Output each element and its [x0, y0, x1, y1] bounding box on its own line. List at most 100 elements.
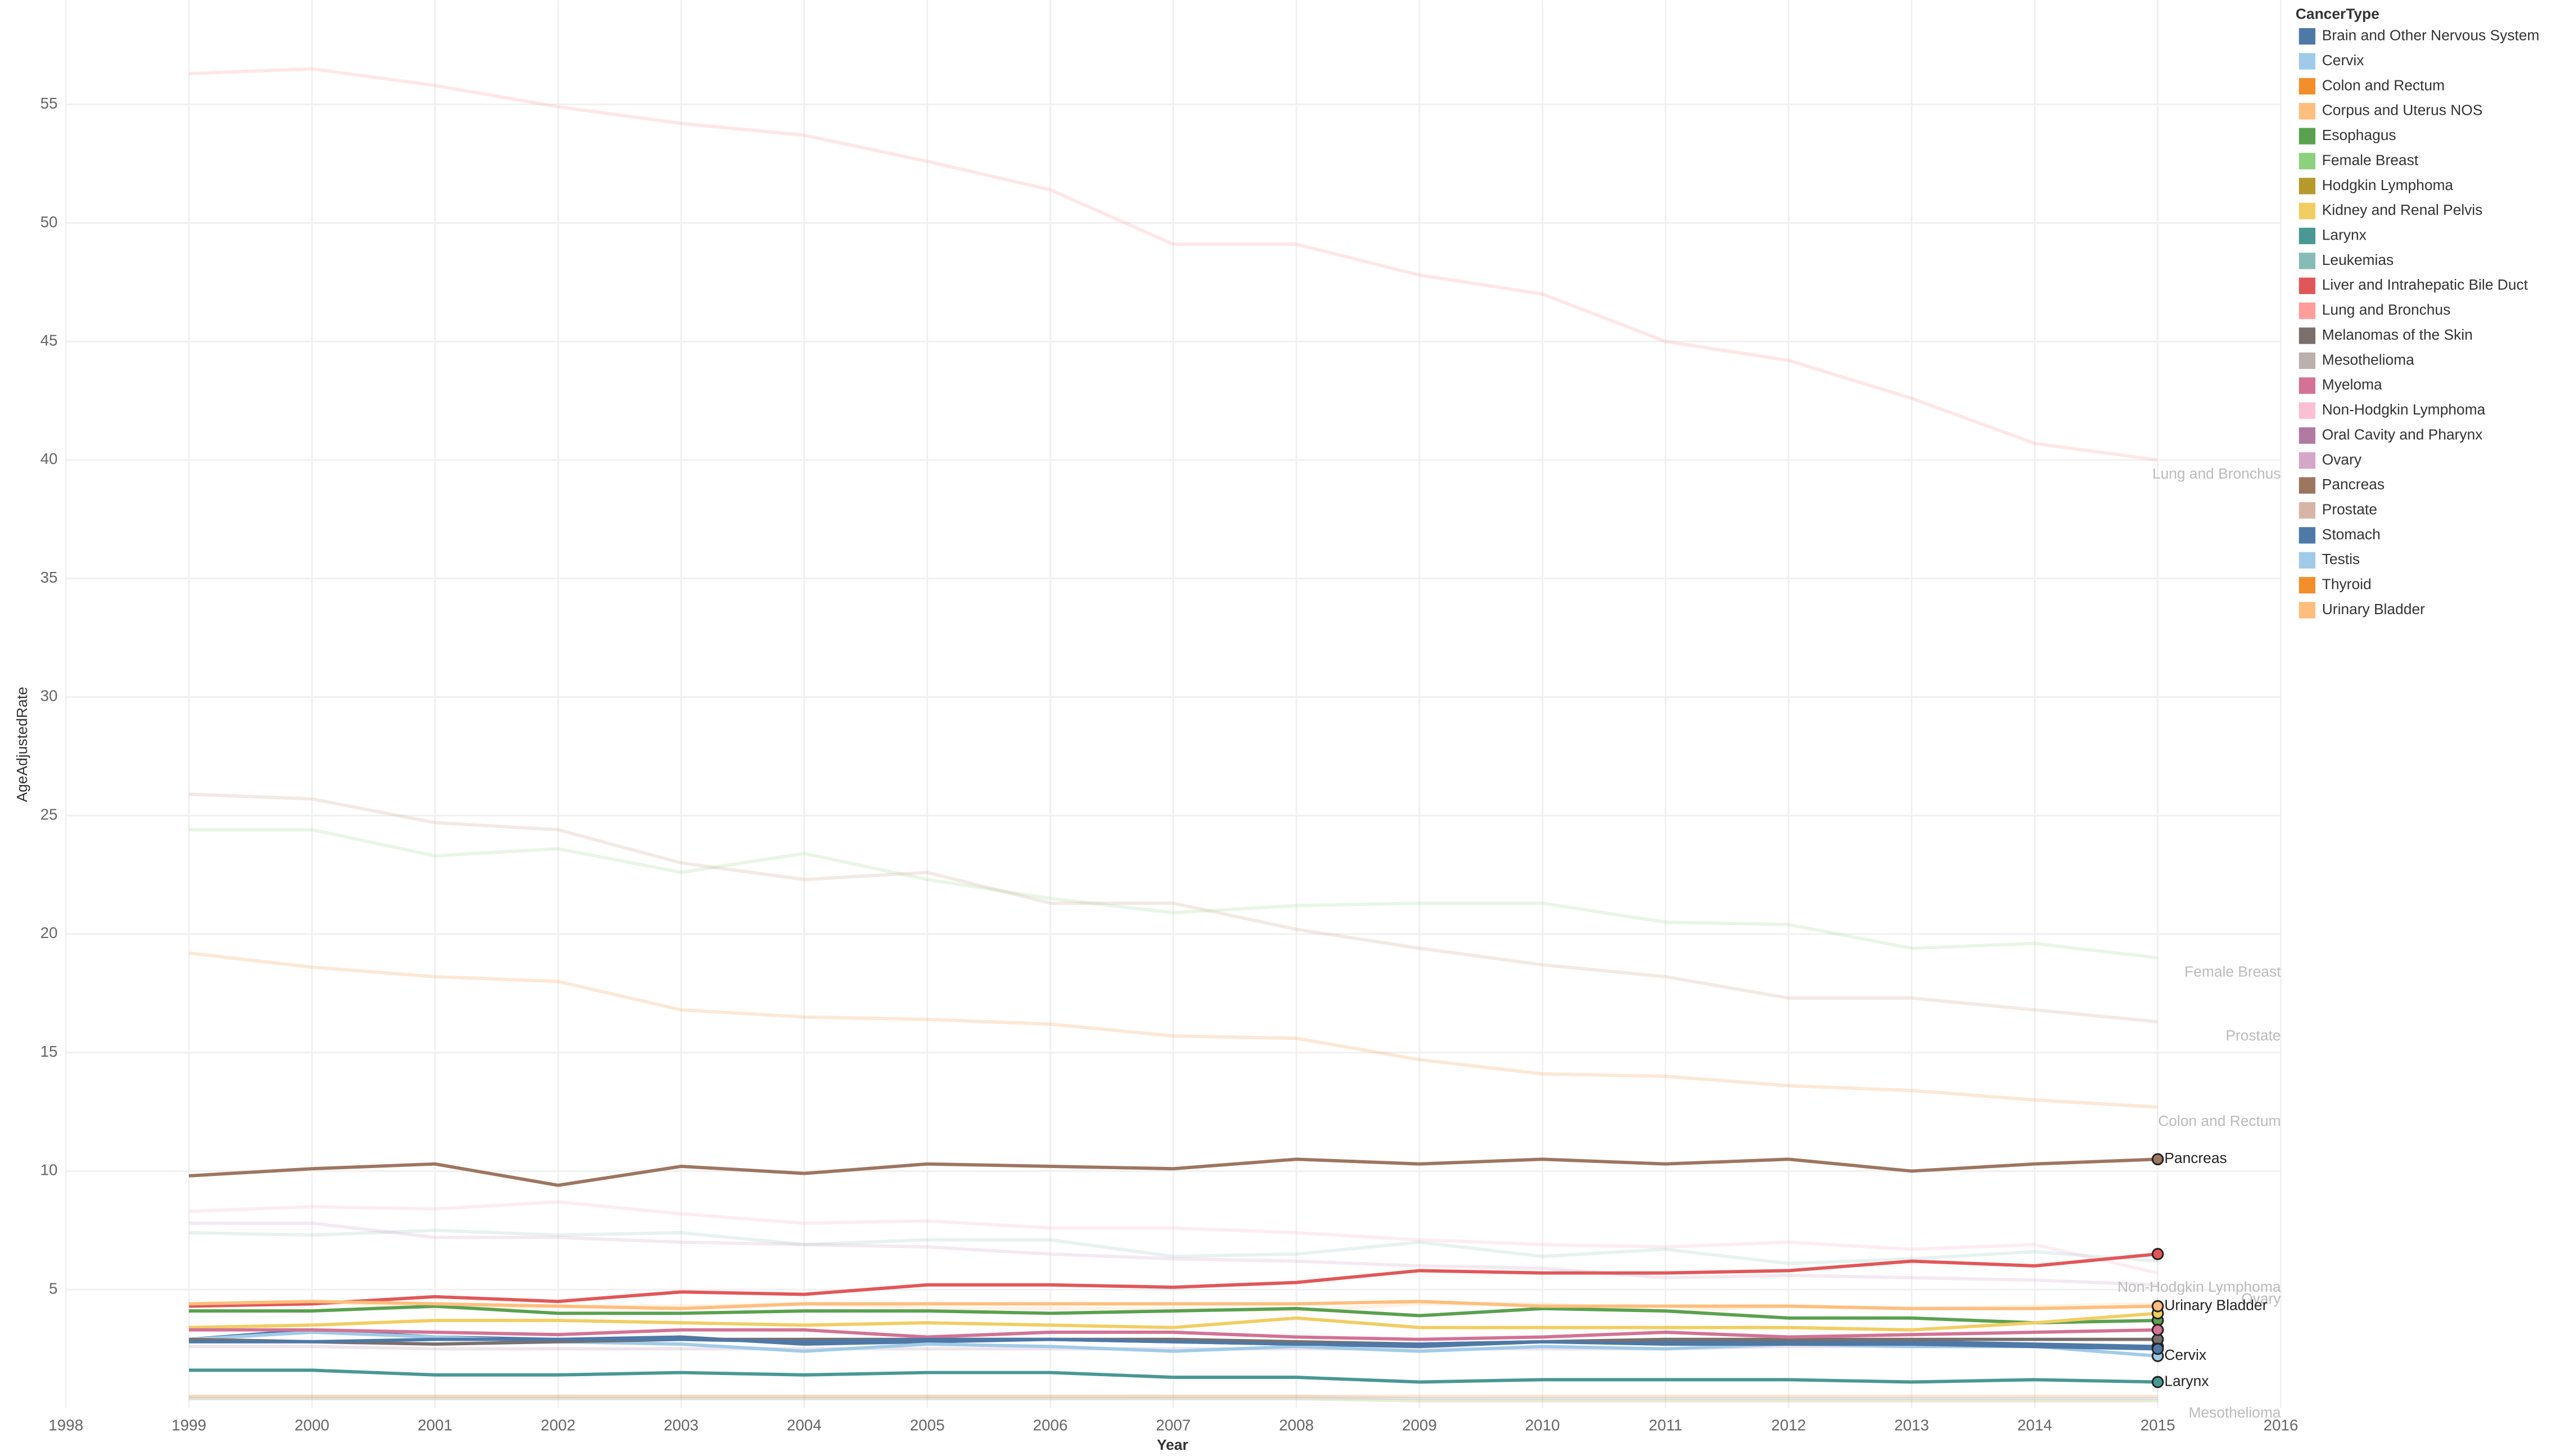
series-line	[188, 1252, 2158, 1308]
series-line	[188, 1337, 2158, 1351]
legend-label: Hodgkin Lymphoma	[2322, 177, 2454, 193]
end-label: Non-Hodgkin Lymphoma	[2117, 1278, 2281, 1295]
legend-label: Esophagus	[2322, 127, 2396, 143]
series-line	[188, 1300, 2158, 1310]
legend-swatch	[2298, 28, 2316, 45]
legend-label: Corpus and Uterus NOS	[2322, 102, 2483, 119]
legend-label: Urinary Bladder	[2322, 601, 2425, 617]
legend-swatch	[2298, 452, 2316, 469]
y-tick-label: 25	[40, 805, 58, 823]
x-tick-label: 2005	[910, 1416, 945, 1434]
series-line	[188, 1228, 2158, 1265]
y-axis-title: AgeAdjustedRate	[13, 687, 30, 802]
legend-label: Prostate	[2322, 501, 2377, 517]
legend-swatch	[2298, 527, 2316, 544]
series-line	[188, 1337, 2158, 1346]
y-tick-label: 15	[40, 1043, 58, 1060]
end-label: Cervix	[2164, 1346, 2206, 1363]
x-tick-label: 2012	[1771, 1416, 1806, 1434]
x-tick-label: 2003	[664, 1416, 698, 1434]
series-line	[188, 1157, 2158, 1187]
legend-swatch	[2298, 427, 2316, 444]
legend-swatch	[2298, 477, 2316, 494]
legend-title: CancerType	[2296, 6, 2379, 22]
legend-swatch	[2298, 352, 2316, 369]
end-label: Larynx	[2164, 1372, 2209, 1389]
legend-swatch	[2298, 552, 2316, 569]
end-marker	[2151, 1248, 2164, 1260]
y-tick-label: 30	[40, 687, 58, 705]
legend-swatch	[2298, 103, 2316, 120]
end-label: Ovary	[2241, 1290, 2281, 1307]
legend-label: Testis	[2322, 551, 2360, 567]
legend-swatch	[2298, 302, 2316, 319]
legend-swatch	[2298, 227, 2316, 245]
series-line	[188, 792, 2158, 1024]
x-tick-label: 2002	[540, 1416, 575, 1434]
end-label: Lung and Bronchus	[2152, 465, 2281, 482]
x-tick-label: 2004	[787, 1416, 822, 1434]
x-tick-label: 2001	[418, 1416, 453, 1434]
end-label: Urinary Bladder	[2164, 1297, 2267, 1314]
legend-label: Lung and Bronchus	[2322, 301, 2451, 318]
legend-swatch	[2298, 53, 2316, 70]
legend-swatch	[2298, 402, 2316, 419]
end-label: Colon and Rectum	[2158, 1112, 2280, 1129]
y-tick-label: 20	[40, 924, 58, 941]
legend-label: Pancreas	[2322, 476, 2385, 493]
legend-swatch	[2298, 327, 2316, 344]
x-tick-label: 2011	[1649, 1416, 1683, 1434]
legend-label: Non-Hodgkin Lymphoma	[2322, 401, 2486, 418]
x-tick-label: 2013	[1894, 1416, 1929, 1434]
legend-label: Thyroid	[2322, 576, 2372, 593]
legend-label: Colon and Rectum	[2322, 76, 2445, 93]
series-line	[188, 1368, 2158, 1384]
x-tick-label: 2007	[1156, 1416, 1191, 1434]
legend-swatch	[2298, 602, 2316, 619]
x-tick-label: 2016	[2264, 1416, 2298, 1434]
y-tick-label: 40	[40, 450, 58, 467]
y-tick-label: 5	[49, 1279, 57, 1297]
series-line	[188, 1304, 2158, 1325]
x-tick-label: 2006	[1033, 1416, 1068, 1434]
y-tick-label: 55	[40, 94, 58, 112]
legend-swatch	[2298, 128, 2316, 145]
legend-swatch	[2298, 152, 2316, 170]
end-marker	[2151, 1342, 2164, 1355]
legend-label: Kidney and Renal Pelvis	[2322, 201, 2483, 218]
x-tick-label: 1998	[48, 1416, 83, 1434]
end-marker	[2151, 1300, 2164, 1313]
x-tick-label: 2009	[1402, 1416, 1437, 1434]
series-line	[188, 828, 2158, 959]
end-label: Female Breast	[2184, 963, 2281, 980]
legend-label: Myeloma	[2322, 376, 2382, 393]
legend-swatch	[2298, 576, 2316, 594]
legend-label: Liver and Intrahepatic Bile Duct	[2322, 276, 2529, 293]
legend-label: Mesothelioma	[2322, 351, 2414, 368]
series-line	[188, 951, 2158, 1109]
end-label: Mesothelioma	[2189, 1404, 2281, 1421]
x-tick-label: 2008	[1279, 1416, 1314, 1434]
legend-label: Leukemias	[2322, 251, 2394, 268]
legend-swatch	[2298, 277, 2316, 294]
legend-label: Melanomas of the Skin	[2322, 326, 2473, 343]
y-tick-label: 10	[40, 1161, 58, 1179]
x-tick-label: 2015	[2140, 1416, 2175, 1434]
x-tick-label: 2010	[1525, 1416, 1560, 1434]
x-tick-label: 2014	[2017, 1416, 2052, 1434]
x-axis-title: Year	[1157, 1436, 1188, 1453]
legend-label: Brain and Other Nervous System	[2322, 27, 2540, 44]
legend-swatch	[2298, 178, 2316, 195]
y-tick-label: 35	[40, 569, 58, 586]
series-line	[188, 1200, 2158, 1275]
legend-label: Cervix	[2322, 52, 2364, 69]
y-tick-label: 45	[40, 332, 58, 349]
y-tick-label: 50	[40, 213, 58, 231]
x-tick-label: 1999	[172, 1416, 206, 1434]
end-label: Prostate	[2225, 1027, 2280, 1044]
legend-label: Stomach	[2322, 526, 2381, 543]
end-marker	[2151, 1376, 2164, 1389]
series-line	[188, 1394, 2158, 1400]
